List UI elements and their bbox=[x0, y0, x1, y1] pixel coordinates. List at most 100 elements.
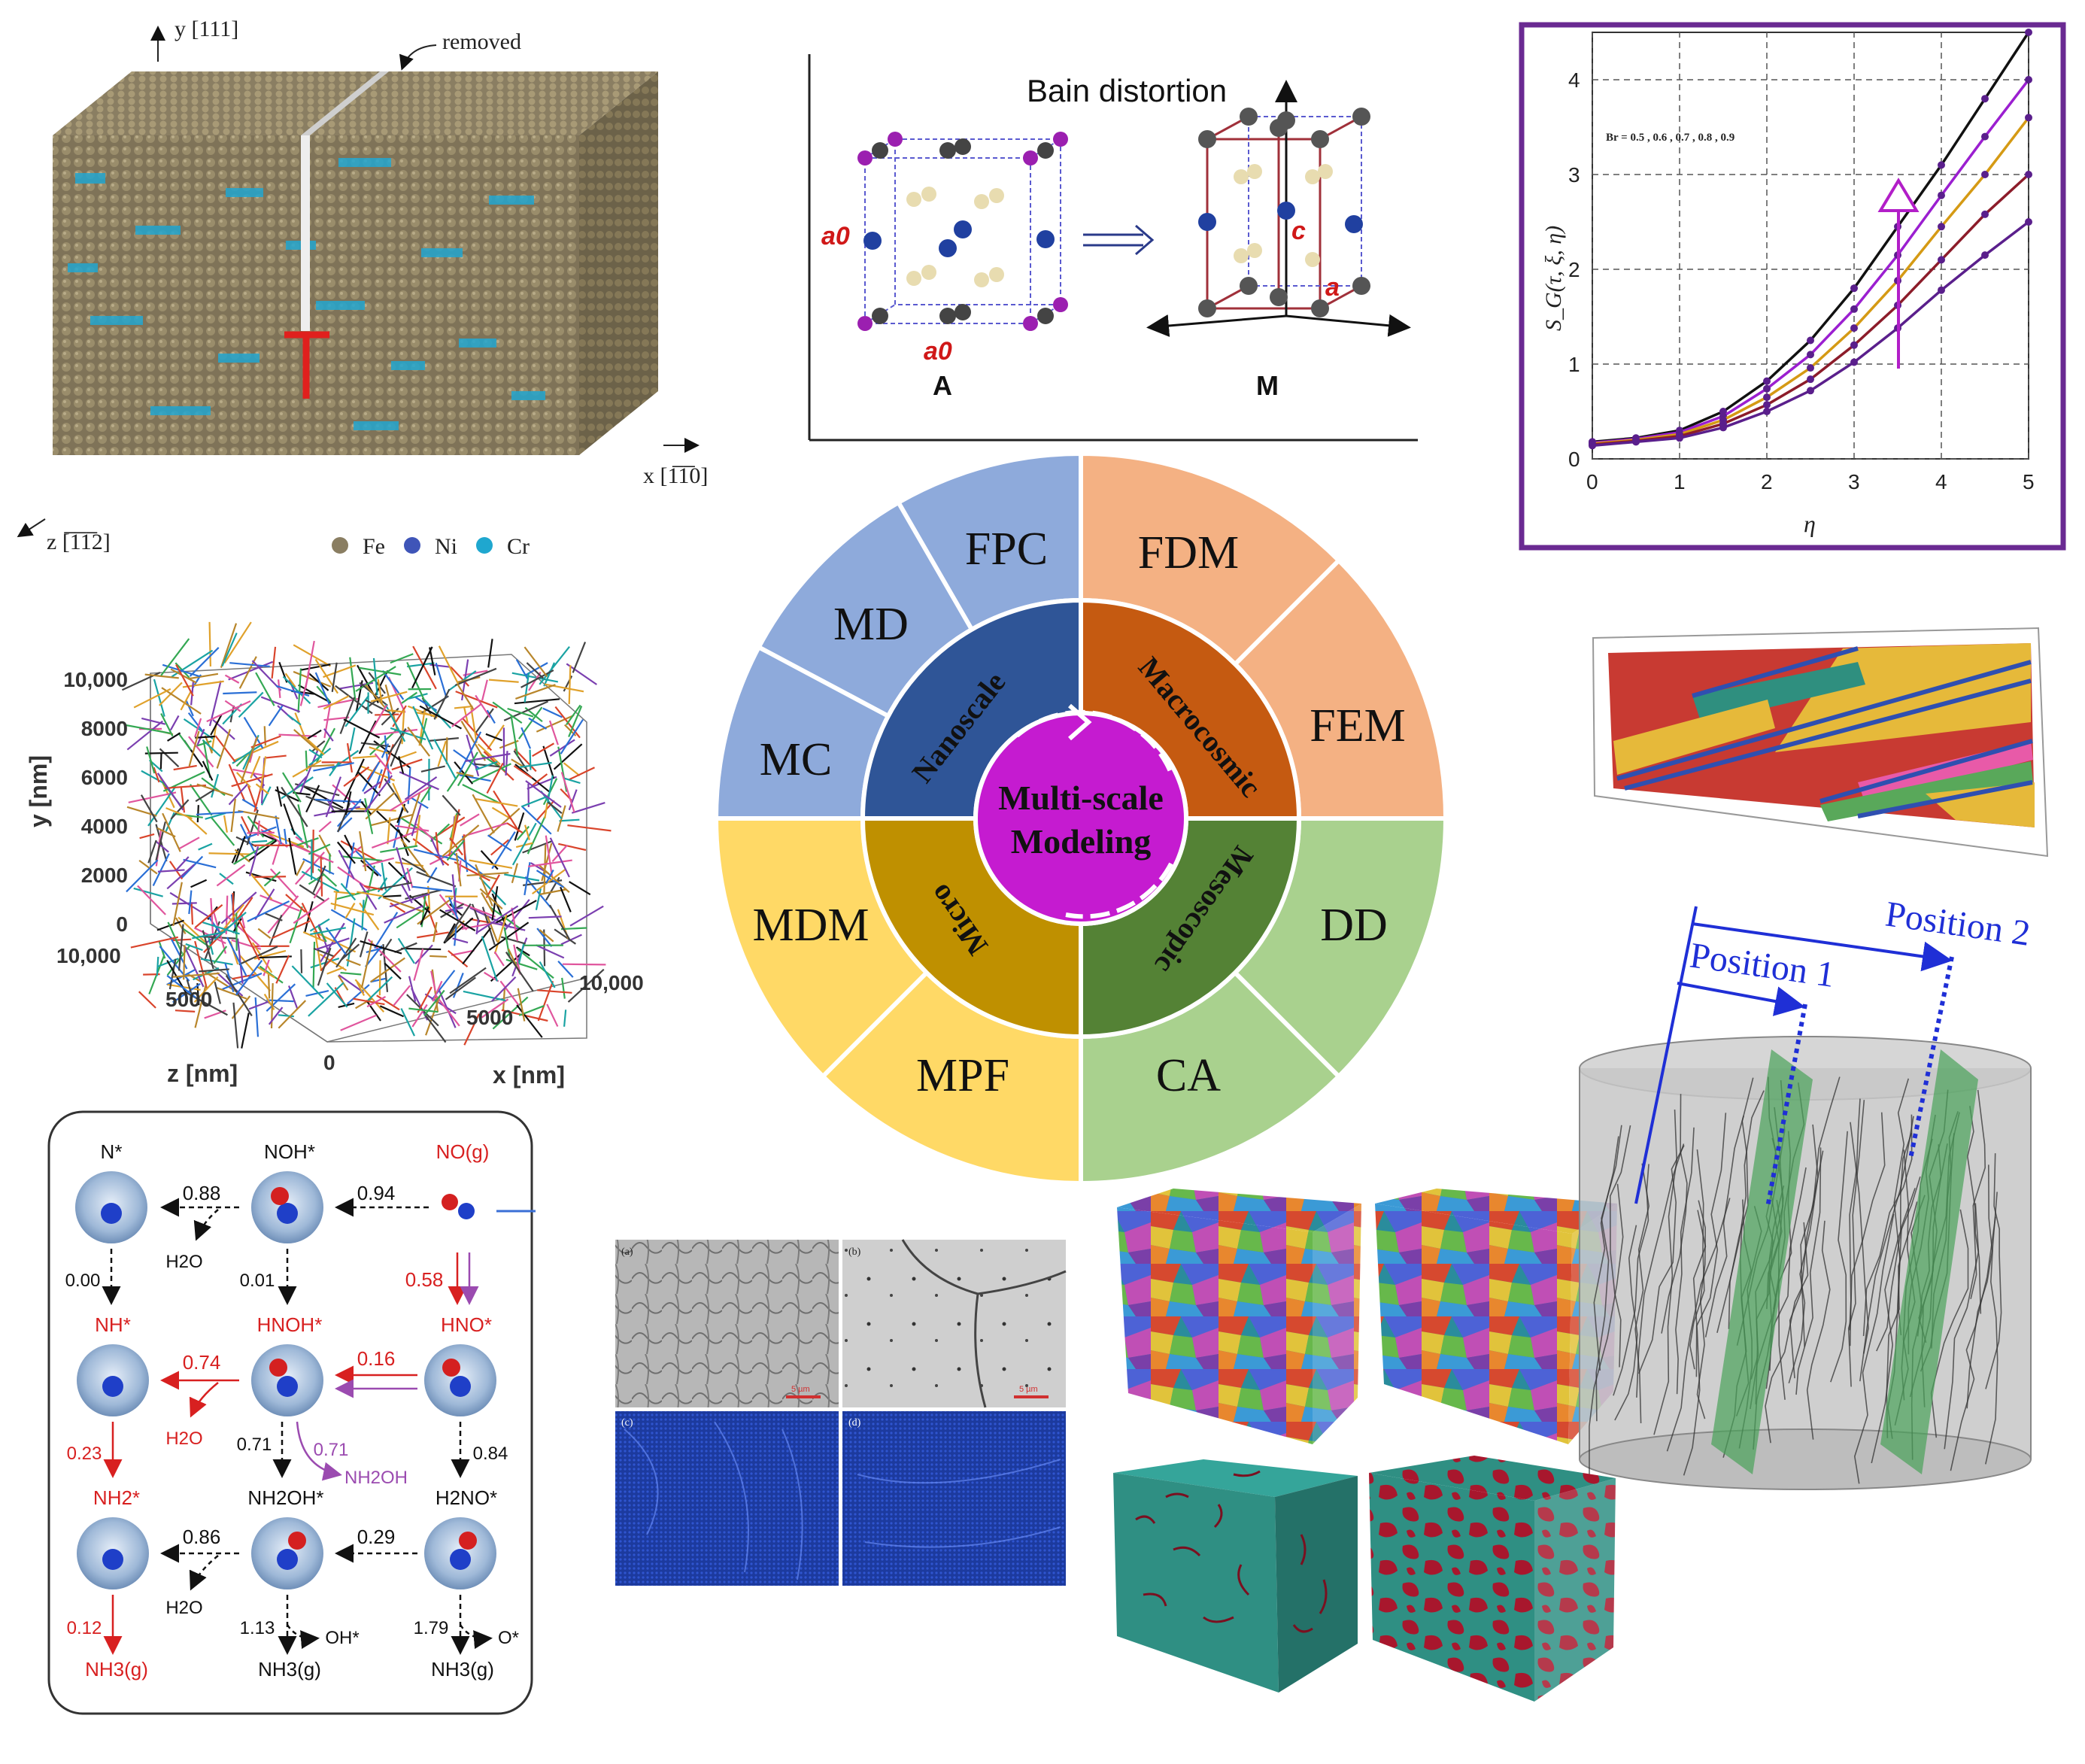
chart-point bbox=[1981, 211, 1989, 218]
fiber bbox=[560, 820, 580, 821]
no-oxygen bbox=[442, 1194, 458, 1210]
fiber bbox=[160, 748, 179, 767]
fiber bbox=[428, 738, 459, 741]
fiber bbox=[481, 851, 498, 870]
fiber bbox=[271, 869, 297, 897]
fiber bbox=[176, 857, 188, 870]
fiber bbox=[284, 829, 286, 844]
fiber bbox=[299, 669, 301, 713]
chart-x-tick: 2 bbox=[1761, 470, 1773, 493]
energy-071-purple: 0.71 bbox=[314, 1440, 349, 1460]
energy-179: 1.79 bbox=[414, 1618, 449, 1638]
h2no-oxygen bbox=[459, 1532, 477, 1550]
fiber bbox=[148, 840, 156, 863]
method-mdm: MDM bbox=[752, 900, 869, 951]
fiber bbox=[464, 823, 507, 836]
network-x-tick: 5000 bbox=[466, 1006, 513, 1029]
fiber bbox=[487, 764, 503, 794]
chart-y-tick: 1 bbox=[1568, 353, 1580, 376]
scale-bar-b bbox=[1014, 1395, 1049, 1398]
fiber bbox=[134, 689, 171, 708]
fiber bbox=[180, 837, 199, 849]
fiber bbox=[127, 721, 162, 750]
crystal-side-face bbox=[579, 71, 658, 455]
fiber bbox=[548, 803, 562, 814]
no-nitrogen bbox=[458, 1203, 475, 1219]
fiber bbox=[192, 902, 193, 925]
side-o: O* bbox=[498, 1628, 519, 1648]
fiber bbox=[353, 756, 378, 758]
cylinder-panel: Position 1 Position 2 bbox=[1580, 894, 2032, 1489]
energy-094: 0.94 bbox=[357, 1182, 396, 1204]
method-fem: FEM bbox=[1310, 700, 1405, 751]
hno-oxygen bbox=[442, 1359, 460, 1377]
fiber bbox=[191, 880, 207, 888]
cylinder-bottom bbox=[1580, 1429, 2031, 1489]
chart-point bbox=[1589, 442, 1596, 449]
side-h2o-1: H2O bbox=[165, 1252, 202, 1272]
c-label: c bbox=[1291, 217, 1306, 245]
species-n-star: N* bbox=[101, 1140, 123, 1163]
network-y-tick: 0 bbox=[116, 912, 128, 936]
fiber bbox=[517, 949, 554, 979]
chart-point bbox=[2025, 114, 2032, 121]
fiber bbox=[539, 981, 553, 1021]
fiber bbox=[126, 860, 158, 891]
fiber bbox=[533, 743, 554, 756]
chart-point bbox=[1719, 424, 1727, 431]
fiber bbox=[278, 1000, 305, 1028]
fiber bbox=[383, 896, 401, 897]
oxygen-atom bbox=[271, 1187, 289, 1205]
energy-084: 0.84 bbox=[473, 1444, 508, 1464]
fiber bbox=[514, 699, 560, 703]
ni-legend-label: Ni bbox=[435, 534, 457, 559]
chart-point bbox=[1807, 375, 1814, 383]
fiber bbox=[476, 709, 493, 733]
fiber bbox=[415, 945, 432, 964]
species-nh3-black-1: NH3(g) bbox=[258, 1658, 321, 1681]
cr-legend-dot bbox=[476, 537, 493, 554]
crystal-z-axis-label: z [̅1̅1̅2] bbox=[47, 530, 111, 554]
crystal-front-face bbox=[53, 135, 579, 455]
bain-panel: Bain distortion a0 a0 A bbox=[809, 54, 1418, 440]
fiber bbox=[572, 803, 605, 813]
fiber bbox=[190, 785, 212, 815]
fiber bbox=[187, 816, 207, 834]
fiber bbox=[266, 984, 295, 1011]
network-y-tick: 8000 bbox=[81, 717, 128, 740]
fiber bbox=[380, 961, 381, 996]
species-nh-star: NH* bbox=[95, 1313, 131, 1336]
fiber bbox=[412, 887, 452, 891]
fiber bbox=[265, 913, 282, 921]
fiber bbox=[408, 727, 429, 756]
network-z-tick: 0 bbox=[323, 1051, 335, 1074]
fiber bbox=[412, 647, 432, 688]
fiber bbox=[569, 767, 595, 779]
fiber bbox=[417, 932, 448, 937]
fiber bbox=[454, 706, 472, 709]
micrograph-c bbox=[615, 1411, 839, 1586]
chart-point bbox=[2025, 76, 2032, 83]
side-h2o-2: H2O bbox=[165, 1429, 202, 1449]
fiber bbox=[323, 665, 356, 677]
fiber bbox=[249, 1001, 269, 1009]
fiber bbox=[276, 955, 289, 983]
method-fdm: FDM bbox=[1138, 527, 1239, 578]
fiber bbox=[436, 663, 447, 697]
network-y-tick: 4000 bbox=[81, 815, 128, 838]
chart-point bbox=[2025, 29, 2032, 36]
fiber bbox=[189, 891, 191, 914]
method-dd: DD bbox=[1320, 900, 1388, 951]
hnoh-oxygen bbox=[269, 1359, 287, 1377]
fcc-atoms bbox=[857, 132, 1068, 331]
fiber bbox=[238, 917, 259, 960]
energy-074: 0.74 bbox=[183, 1351, 221, 1374]
ni-legend-dot bbox=[404, 537, 420, 554]
chart-point bbox=[1807, 364, 1814, 372]
fiber bbox=[224, 815, 227, 833]
fiber bbox=[390, 654, 413, 663]
crystal-x-axis-label: x [1̅1̅0] bbox=[643, 463, 708, 488]
molecule-nh-star-n-atom bbox=[102, 1376, 123, 1397]
micrograph-panel: (a) (b) (c) (d) 5 µm 5 µm bbox=[615, 1240, 1066, 1586]
